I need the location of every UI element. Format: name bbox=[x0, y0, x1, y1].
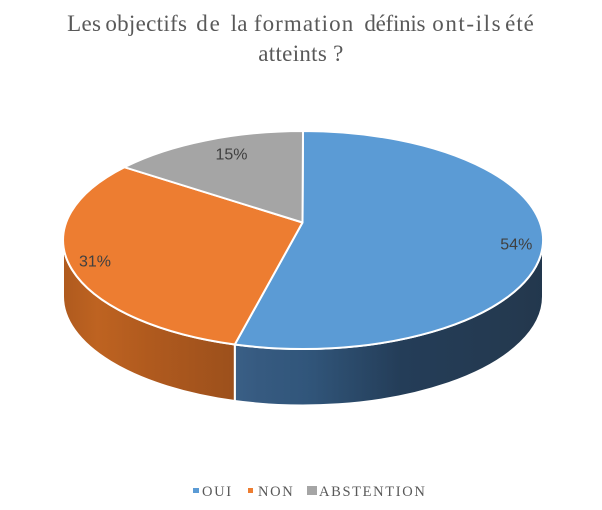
svg-text:15%: 15% bbox=[215, 147, 247, 164]
svg-text:31%: 31% bbox=[79, 254, 111, 271]
svg-text:54%: 54% bbox=[500, 237, 532, 254]
